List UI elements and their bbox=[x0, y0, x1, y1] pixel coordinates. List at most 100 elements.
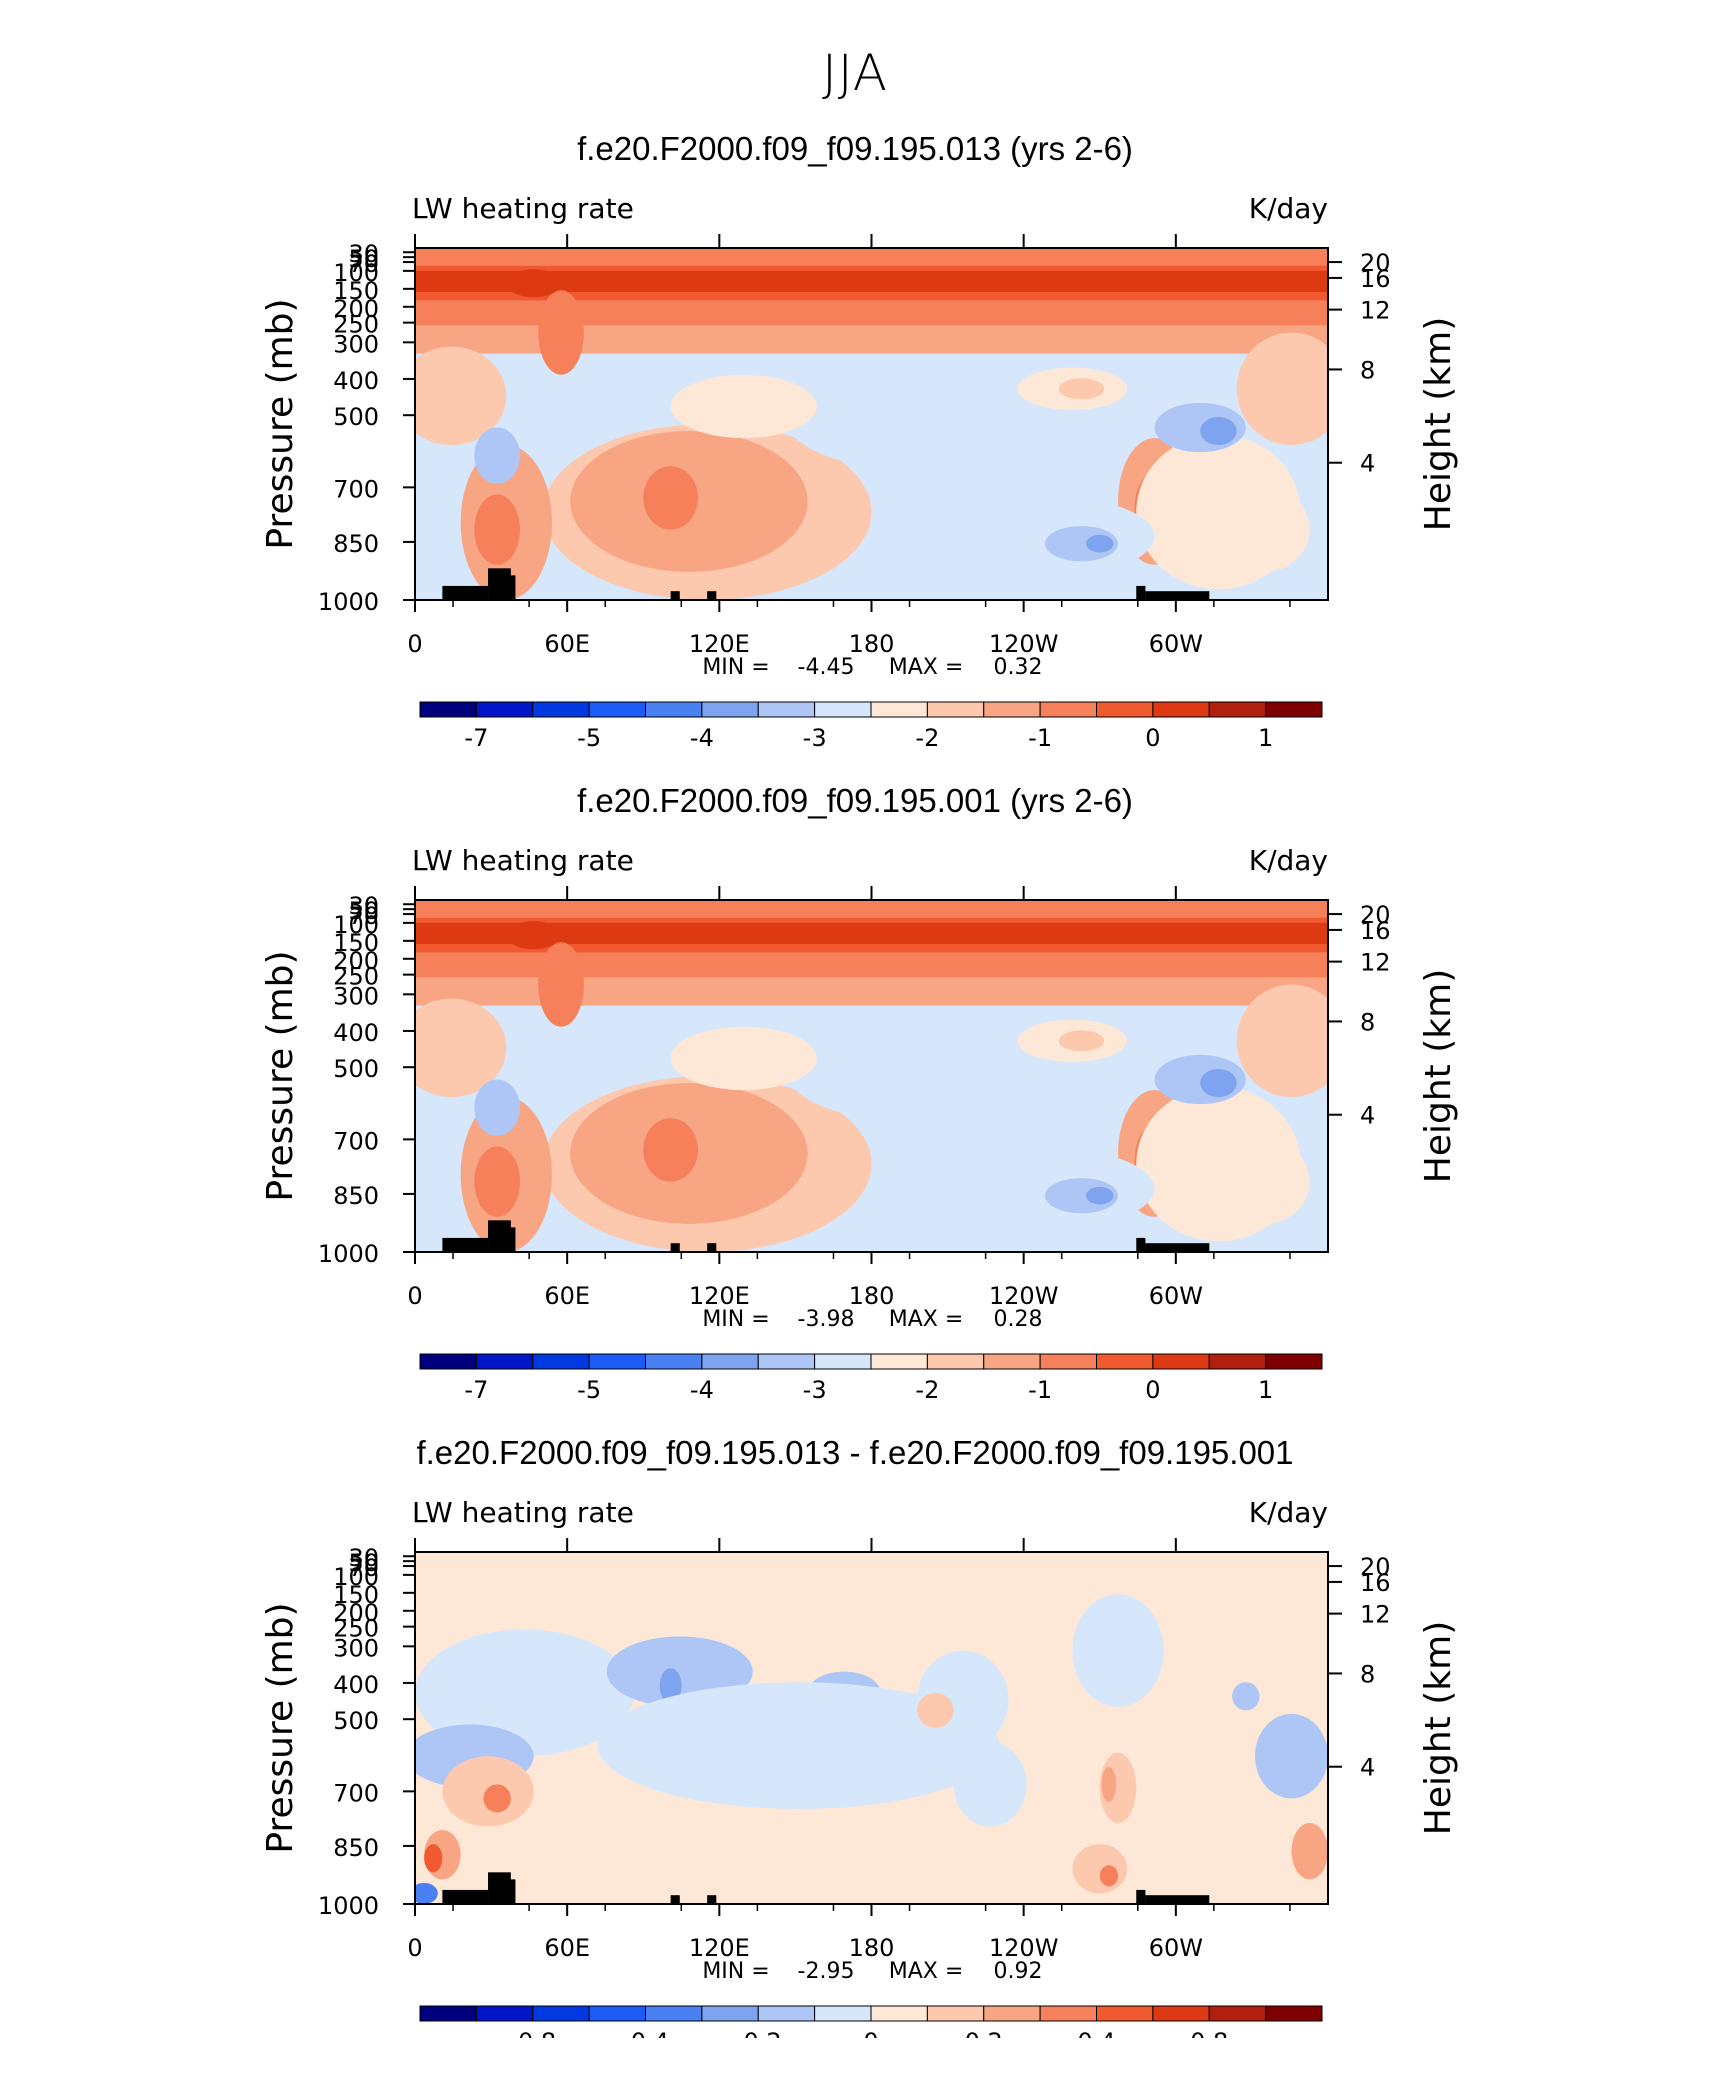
right-y-tick-label: 20 bbox=[1360, 1553, 1391, 1581]
colorbar-swatch bbox=[1265, 701, 1323, 718]
colorbar-label: -1 bbox=[1028, 724, 1052, 752]
colorbar-swatch bbox=[757, 701, 816, 718]
right-y-tick-label: 12 bbox=[1360, 297, 1391, 325]
min-value: -2.95 bbox=[798, 1959, 855, 1984]
contour-region bbox=[424, 1153, 461, 1224]
y-tick-label: 150 bbox=[333, 277, 379, 305]
y-tick-label: 70 bbox=[348, 902, 379, 930]
contour-region bbox=[1232, 1682, 1260, 1711]
terrain-mask bbox=[1136, 585, 1146, 600]
contour-region bbox=[538, 290, 584, 375]
panel-title: f.e20.F2000.f09_f09.195.013 - f.e20.F200… bbox=[416, 1434, 1294, 1471]
y-tick-label: 300 bbox=[333, 330, 379, 358]
terrain-mask bbox=[506, 1879, 516, 1904]
contour-region bbox=[424, 1844, 443, 1873]
y-tick-label: 850 bbox=[333, 1182, 379, 1210]
colorbar-swatch bbox=[1096, 1353, 1154, 1370]
y-tick-label: 150 bbox=[333, 929, 379, 957]
max-value: 0.28 bbox=[994, 1307, 1043, 1332]
terrain-mask bbox=[670, 1243, 680, 1252]
contour-region bbox=[1058, 1030, 1105, 1052]
colorbar-label: -4 bbox=[690, 1376, 714, 1404]
terrain-mask bbox=[670, 1895, 680, 1904]
colorbar-swatch bbox=[983, 701, 1041, 718]
colorbar-swatch bbox=[757, 2005, 816, 2022]
colorbar-swatch bbox=[1039, 1353, 1097, 1370]
colorbar-swatch bbox=[645, 1353, 703, 1370]
terrain-mask bbox=[1145, 1243, 1210, 1252]
contour-region bbox=[1236, 984, 1328, 1098]
contour-region bbox=[789, 374, 1100, 474]
colorbar-label: -5 bbox=[577, 724, 601, 752]
y-tick-label: 400 bbox=[333, 1671, 379, 1699]
colorbar-label: -1 bbox=[1028, 1376, 1052, 1404]
contour-region bbox=[1101, 1766, 1117, 1802]
max-label: MAX = bbox=[889, 1959, 964, 1984]
colorbar-label: -5 bbox=[577, 1376, 601, 1404]
colorbar-swatch bbox=[475, 1353, 534, 1370]
contour-region bbox=[1218, 487, 1310, 572]
x-tick-label: 180 bbox=[849, 1934, 895, 1962]
x-tick-label: 180 bbox=[849, 1282, 895, 1310]
colorbar-swatch bbox=[870, 2005, 928, 2022]
y-tick-label: 400 bbox=[333, 367, 379, 395]
x-tick-label: 60E bbox=[544, 1282, 590, 1310]
colorbar-swatch bbox=[1096, 701, 1154, 718]
colorbar-label: -2 bbox=[915, 1376, 939, 1404]
chart-control-run: LW heating rate K/day30507010015020025030… bbox=[260, 192, 1459, 752]
colorbar-label: -2 bbox=[915, 724, 939, 752]
terrain-mask bbox=[442, 1237, 489, 1252]
contour-region bbox=[415, 1629, 635, 1757]
y-tick-label: 500 bbox=[333, 1707, 379, 1735]
y-tick-label: 100 bbox=[333, 1563, 379, 1591]
contour-region bbox=[670, 374, 817, 439]
colorbar-label: 0.2 bbox=[965, 2028, 1003, 2038]
subtitle-variable: LW heating rate bbox=[412, 844, 634, 877]
contour-region bbox=[1254, 1713, 1328, 1799]
colorbar-label: 1 bbox=[1258, 1376, 1273, 1404]
terrain-mask bbox=[488, 1220, 511, 1252]
contour-region bbox=[483, 1784, 511, 1813]
right-y-tick-label: 4 bbox=[1360, 1754, 1375, 1782]
colorbar-swatch bbox=[1152, 2005, 1210, 2022]
colorbar-swatch bbox=[419, 2005, 477, 2022]
contour-region bbox=[1072, 1844, 1128, 1894]
panel-test-run: f.e20.F2000.f09_f09.195.001 (yrs 2-6) LW… bbox=[0, 782, 1710, 1432]
terrain-mask bbox=[1136, 1237, 1146, 1252]
y-tick-label: 300 bbox=[333, 1634, 379, 1662]
y-tick-label: 700 bbox=[333, 1127, 379, 1155]
panel-title: f.e20.F2000.f09_f09.195.013 (yrs 2-6) bbox=[577, 130, 1133, 167]
y-tick-label: 700 bbox=[333, 1779, 379, 1807]
colorbar-swatch bbox=[532, 701, 590, 718]
colorbar-label: -7 bbox=[464, 1376, 488, 1404]
y-axis-title-left: Pressure (mb) bbox=[260, 950, 301, 1201]
y-tick-label: 700 bbox=[333, 475, 379, 503]
colorbar-swatch bbox=[1039, 2005, 1097, 2022]
contour-region bbox=[917, 494, 1155, 579]
panel-difference: f.e20.F2000.f09_f09.195.013 - f.e20.F200… bbox=[0, 1434, 1710, 2084]
x-tick-label: 60E bbox=[544, 1934, 590, 1962]
y-axis-title-left: Pressure (mb) bbox=[260, 298, 301, 549]
y-tick-label: 200 bbox=[333, 295, 379, 323]
contour-region bbox=[1086, 1186, 1114, 1205]
max-label: MAX = bbox=[889, 1307, 964, 1332]
colorbar-swatch bbox=[983, 1353, 1041, 1370]
y-tick-label: 500 bbox=[333, 403, 379, 431]
colorbar-swatch bbox=[419, 701, 477, 718]
colorbar-swatch bbox=[870, 1353, 928, 1370]
subtitle-variable: LW heating rate bbox=[412, 1496, 634, 1529]
colorbar-swatch bbox=[926, 701, 985, 718]
contour-region bbox=[643, 466, 699, 530]
contour-region bbox=[1058, 378, 1105, 400]
right-y-tick-label: 12 bbox=[1360, 949, 1391, 977]
contour-region bbox=[1200, 1068, 1237, 1098]
y-tick-label: 30 bbox=[348, 240, 379, 268]
y-tick-label: 300 bbox=[333, 982, 379, 1010]
colorbar-swatch bbox=[1039, 701, 1097, 718]
contour-region bbox=[1200, 416, 1237, 446]
contour-region bbox=[1044, 526, 1119, 562]
colorbar-swatch bbox=[1208, 2005, 1267, 2022]
colorbar-swatch bbox=[701, 701, 759, 718]
colorbar-swatch bbox=[814, 701, 872, 718]
colorbar-swatch bbox=[757, 1353, 816, 1370]
